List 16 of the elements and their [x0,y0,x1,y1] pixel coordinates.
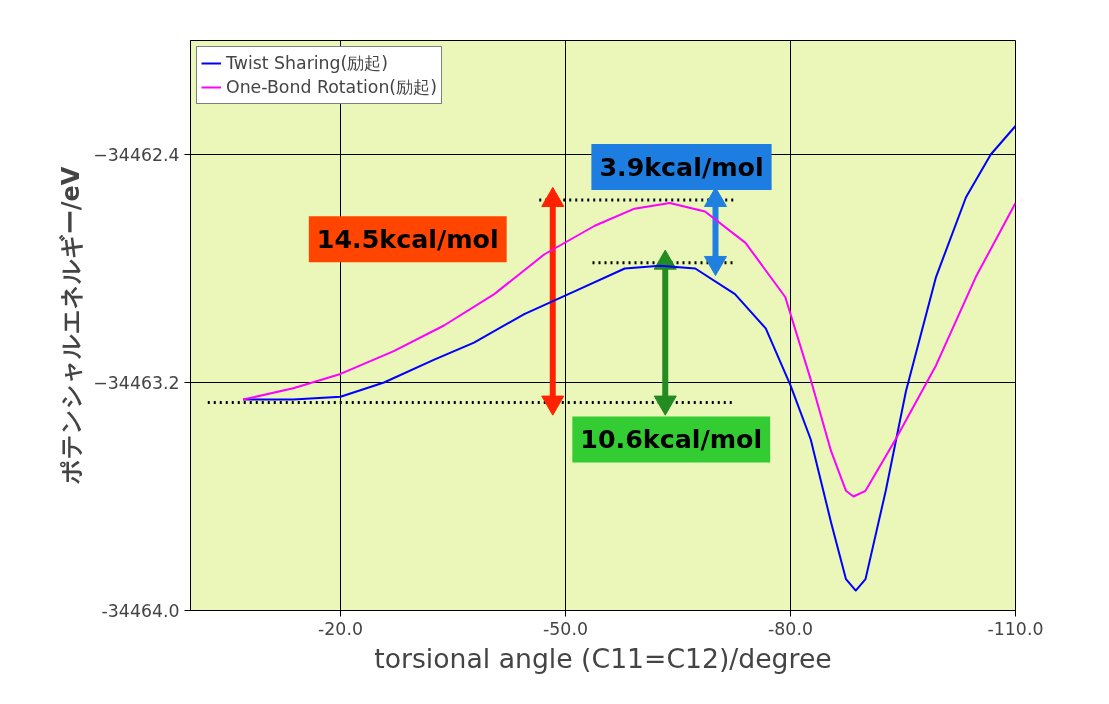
x-tick-label: -20.0 [318,618,363,639]
annotation: 14.5kcal/mol [316,224,499,255]
legend-label: One-Bond Rotation(励起) [226,76,437,99]
y-axis-title: ポテンシャルエネルギー/eV [57,166,86,486]
line-series [242,125,1016,592]
annotation: 10.6kcal/mol [580,424,763,455]
x-axis-title: torsional angle (C11=C12)/degree [374,642,832,674]
annotation: 3.9kcal/mol [599,152,764,183]
x-tick-label: -110.0 [987,618,1044,639]
line-series [242,201,1016,498]
legend-label: Twist Sharing(励起) [226,52,389,75]
y-tick-label: −34463.2 [93,373,180,393]
y-tick-label: −34462.4 [93,145,180,165]
x-tick-label: -50.0 [543,618,588,639]
y-tick-label: -34464.0 [101,601,180,621]
x-tick-label: -80.0 [768,618,813,639]
